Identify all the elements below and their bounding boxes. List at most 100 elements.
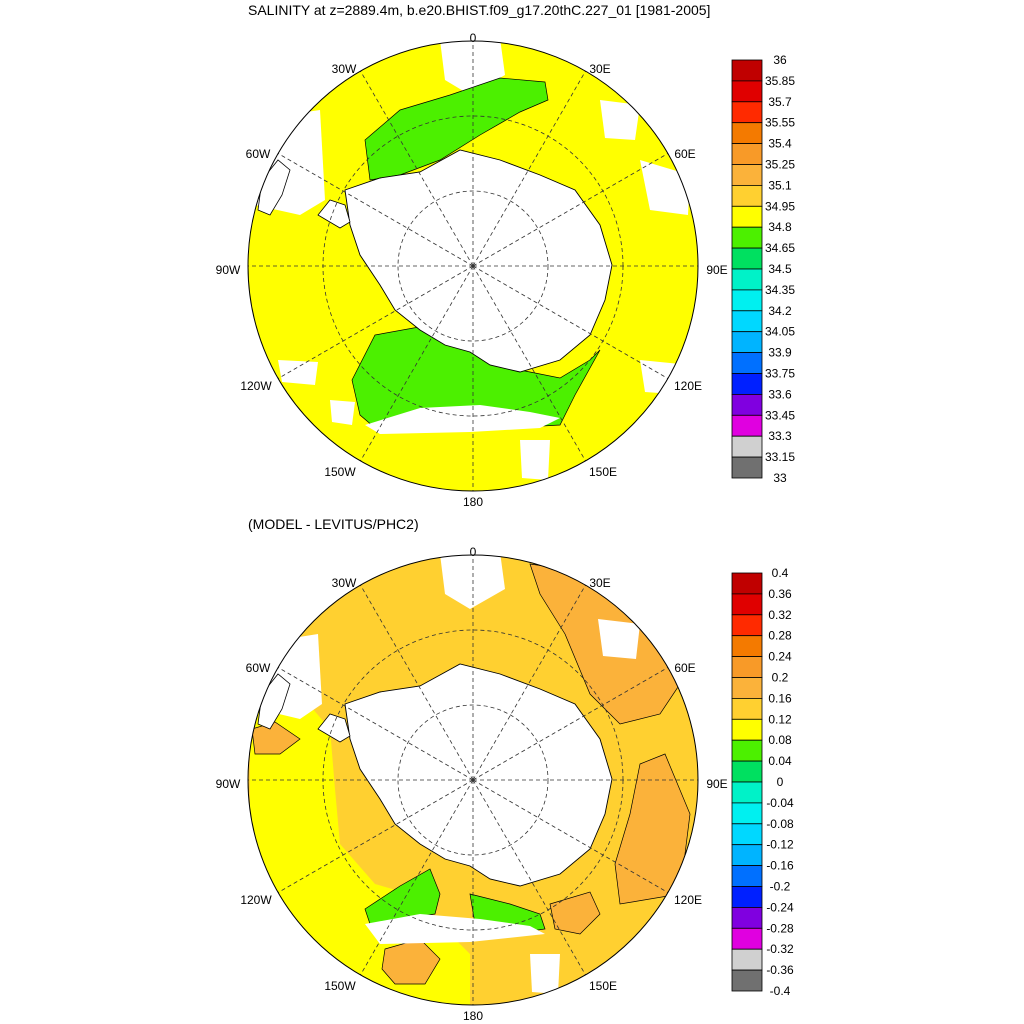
lon-label-30e: 30E: [589, 62, 610, 76]
lon-label-120w: 120W: [240, 893, 272, 907]
meridian-line: [277, 667, 474, 781]
colorbar-swatch: [731, 886, 763, 908]
colorbar-label: 35.85: [765, 74, 795, 88]
colorbar-swatch: [731, 969, 763, 992]
meridian-line: [360, 265, 474, 462]
colorbar-label: 0.28: [768, 629, 792, 643]
colorbar-label: 33: [773, 471, 787, 485]
colorbar-swatch: [731, 226, 763, 249]
missing-data-patch: [330, 400, 355, 425]
difference-map: 0 30E 60E 90E 120E 150E 180 150W 120W 90…: [216, 545, 794, 1023]
colorbar-swatch: [731, 697, 763, 720]
colorbar-swatch: [731, 184, 763, 207]
meridian-line: [472, 584, 586, 781]
lon-label-30e: 30E: [589, 576, 610, 590]
colorbar-label: 0.32: [768, 608, 792, 622]
lon-label-90w: 90W: [216, 777, 241, 791]
colorbar-swatch: [731, 414, 763, 437]
missing-data-patch: [278, 360, 318, 385]
colorbar-label: -0.16: [766, 859, 794, 873]
colorbar-label: 0.24: [768, 650, 792, 664]
colorbar-swatch: [731, 310, 763, 333]
colorbar-label: 33.9: [768, 346, 792, 360]
lon-label-150e: 150E: [589, 465, 617, 479]
colorbar-swatch: [731, 435, 763, 458]
colorbar-label: 36: [773, 53, 787, 67]
colorbar-label: 34.5: [768, 262, 792, 276]
meridian-line: [472, 70, 586, 267]
lon-label-60w: 60W: [246, 661, 271, 675]
colorbar-swatch: [731, 101, 763, 124]
colorbar-swatch: [731, 656, 763, 678]
lon-label-180: 180: [463, 495, 483, 509]
meridian-line: [472, 667, 669, 781]
lon-label-120e: 120E: [674, 379, 702, 393]
colorbar-swatch: [731, 865, 763, 887]
map-subtitle: (MODEL - LEVITUS/PHC2): [248, 516, 419, 532]
colorbar-label: -0.24: [766, 900, 794, 914]
colorbar-swatch: [731, 373, 763, 395]
missing-data-patch: [600, 100, 640, 140]
meridian-line: [360, 70, 474, 267]
colorbar-swatch: [731, 781, 763, 804]
meridian-line: [277, 153, 474, 267]
meridian-line: [360, 584, 474, 781]
diff-region-orange: [549, 891, 601, 935]
colorbar-label: 34.65: [765, 241, 795, 255]
colorbar-swatch: [731, 572, 763, 595]
lon-label-150w: 150W: [324, 465, 356, 479]
lon-label-0: 0: [470, 31, 477, 45]
colorbar-label: -0.28: [766, 921, 794, 935]
meridian-line: [472, 779, 586, 976]
colorbar-label: 33.15: [765, 450, 795, 464]
antarctica-landmass: [344, 663, 613, 887]
colorbar-swatch: [731, 927, 763, 950]
lon-label-90w: 90W: [216, 263, 241, 277]
meridian-line: [472, 265, 669, 379]
colorbar-bottom: 0.4 0.36 0.32 0.28 0.24 0.2 0.16 0.12 0.08 0.04 0 -…: [731, 566, 794, 998]
colorbar-label: 0: [777, 775, 784, 789]
missing-data-patch: [440, 41, 505, 95]
lon-label-60e: 60E: [674, 147, 695, 161]
meridian-line: [277, 779, 474, 893]
missing-data-patch: [640, 160, 690, 215]
colorbar-label: 35.25: [765, 158, 795, 172]
colorbar-swatch: [731, 823, 763, 846]
lon-label-180: 180: [463, 1009, 483, 1023]
salinity-patch-green: [364, 77, 549, 181]
meridian-line: [472, 265, 586, 462]
antarctic-peninsula: [317, 199, 351, 229]
colorbar-swatch: [731, 593, 763, 616]
salinity-map: 0 30E 60E 90E 120E 150E 180 150W 120W 90…: [216, 31, 796, 509]
colorbar-swatch: [731, 456, 763, 479]
colorbar-label: 33.75: [765, 367, 795, 381]
colorbar-swatch: [731, 739, 763, 762]
meridian-line: [472, 779, 669, 893]
colorbar-swatch: [731, 844, 763, 867]
colorbar-label: -0.04: [766, 796, 794, 810]
colorbar-label: -0.32: [766, 942, 794, 956]
lon-label-150w: 150W: [324, 979, 356, 993]
colorbar-label: 34.95: [765, 199, 795, 213]
colorbar-label: 0.36: [768, 587, 792, 601]
colorbar-label: -0.36: [766, 963, 794, 977]
lon-label-150e: 150E: [589, 979, 617, 993]
colorbar-label: 35.1: [768, 178, 792, 192]
meridian-line: [277, 265, 474, 379]
missing-data-patch: [520, 440, 550, 480]
colorbar-swatch: [731, 164, 763, 186]
colorbar-swatch: [731, 718, 763, 741]
colorbar-label: 33.6: [768, 387, 792, 401]
colorbar-label: 0.4: [772, 566, 789, 580]
lon-label-60e: 60E: [674, 661, 695, 675]
colorbar-label: 0.08: [768, 733, 792, 747]
colorbar-swatch: [731, 677, 763, 699]
meridian-line: [360, 779, 474, 976]
lon-label-0: 0: [470, 545, 477, 559]
colorbar-swatch: [731, 122, 763, 144]
colorbar-swatch: [731, 352, 763, 374]
colorbar-swatch: [731, 143, 763, 165]
colorbar-swatch: [731, 614, 763, 637]
meridian-line: [472, 153, 669, 267]
colorbar-swatch: [731, 80, 763, 103]
